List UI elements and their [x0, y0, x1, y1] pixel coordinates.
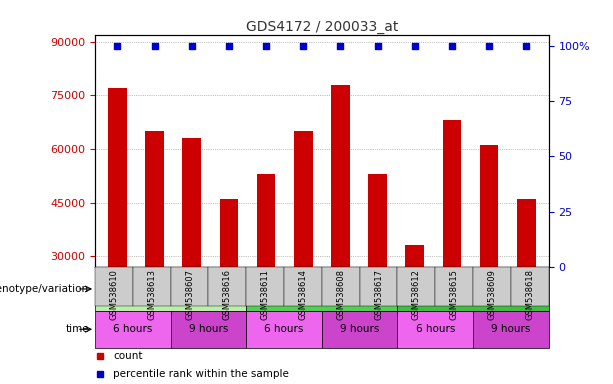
Bar [360, 267, 397, 306]
Bar [511, 267, 549, 306]
Point [299, 43, 308, 49]
Bar [480, 146, 498, 363]
Text: GSM538616: GSM538616 [223, 269, 232, 320]
Bar [145, 131, 164, 363]
Bar [322, 311, 397, 348]
Bar [108, 88, 127, 363]
Text: 6 hours: 6 hours [264, 324, 303, 334]
Bar [331, 84, 349, 363]
Bar [322, 267, 360, 306]
Point [447, 43, 457, 49]
Point [261, 43, 271, 49]
Text: 9 hours: 9 hours [491, 324, 530, 334]
Bar [405, 245, 424, 363]
Bar [95, 311, 170, 348]
Text: GSM538608: GSM538608 [336, 269, 345, 320]
Text: GSM538614: GSM538614 [299, 269, 308, 320]
Bar [170, 311, 246, 348]
Text: time: time [65, 324, 89, 334]
Point [335, 43, 345, 49]
Text: GSM538612: GSM538612 [412, 269, 421, 320]
Point [522, 43, 531, 49]
Text: GSM538615: GSM538615 [449, 269, 459, 320]
Text: GSM538607: GSM538607 [185, 269, 194, 320]
Bar [294, 131, 313, 363]
Bar [133, 267, 170, 306]
Text: GSM538609: GSM538609 [487, 269, 497, 320]
Bar [397, 311, 473, 348]
Text: GSM538611: GSM538611 [261, 269, 270, 320]
Bar [397, 267, 435, 306]
Text: GSM538618: GSM538618 [525, 269, 535, 320]
Text: percentile rank within the sample: percentile rank within the sample [113, 369, 289, 379]
Text: (PML-RAR)α: (PML-RAR)α [292, 284, 352, 294]
Text: count: count [113, 351, 143, 361]
Bar [95, 267, 133, 306]
Text: 9 hours: 9 hours [189, 324, 228, 334]
Point [373, 43, 383, 49]
Bar [368, 174, 387, 363]
Point [187, 43, 197, 49]
Bar [246, 311, 322, 348]
Bar [397, 267, 549, 311]
Point [112, 43, 122, 49]
Bar [473, 267, 511, 306]
Text: PR2VR (cleavage resistant
mutant): PR2VR (cleavage resistant mutant) [405, 278, 542, 300]
Bar [284, 267, 322, 306]
Bar [95, 267, 246, 311]
Point [410, 43, 420, 49]
Bar [208, 267, 246, 306]
Bar [443, 120, 461, 363]
Bar [246, 267, 397, 311]
Point [150, 43, 159, 49]
Bar [183, 138, 201, 363]
Text: control: control [153, 284, 189, 294]
Bar [435, 267, 473, 306]
Text: GSM538617: GSM538617 [374, 269, 383, 320]
Text: 9 hours: 9 hours [340, 324, 379, 334]
Text: 6 hours: 6 hours [416, 324, 455, 334]
Bar [473, 311, 549, 348]
Text: GSM538613: GSM538613 [147, 269, 156, 320]
Text: genotype/variation: genotype/variation [0, 284, 89, 294]
Bar [170, 267, 208, 306]
Title: GDS4172 / 200033_at: GDS4172 / 200033_at [246, 20, 398, 33]
Bar [246, 267, 284, 306]
Bar [257, 174, 275, 363]
Bar [219, 199, 238, 363]
Point [224, 43, 234, 49]
Text: GSM538610: GSM538610 [109, 269, 118, 320]
Text: 6 hours: 6 hours [113, 324, 153, 334]
Point [484, 43, 494, 49]
Bar [517, 199, 536, 363]
